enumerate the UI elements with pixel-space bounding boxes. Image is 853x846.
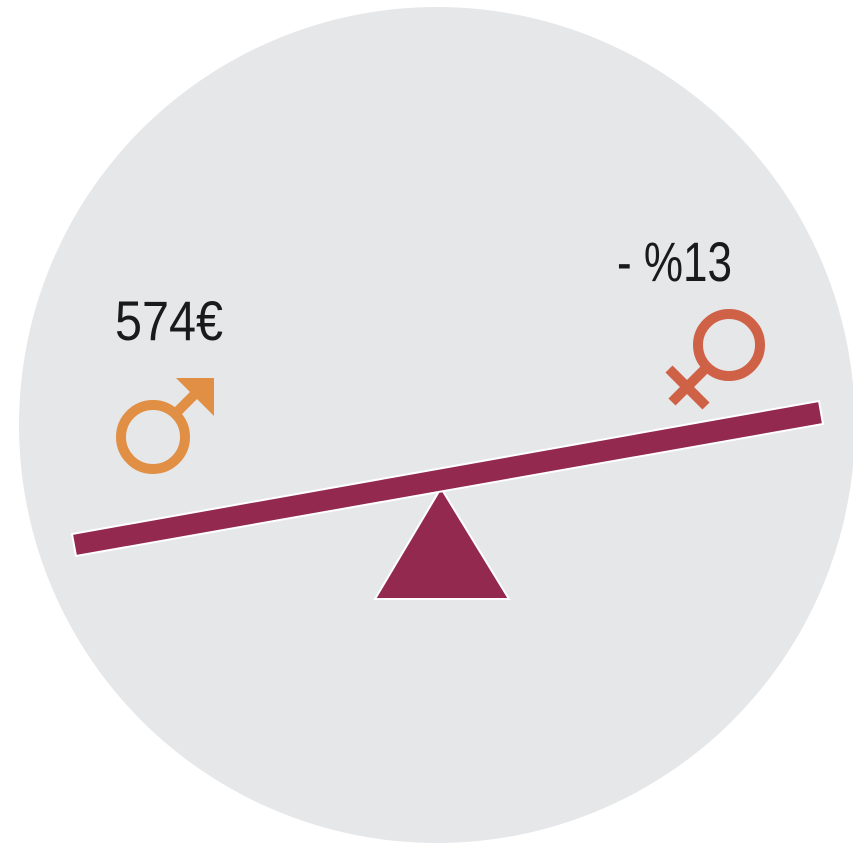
fulcrum bbox=[373, 486, 511, 600]
female-symbol bbox=[665, 309, 765, 410]
male-symbol bbox=[116, 378, 214, 474]
seesaw-beam bbox=[70, 399, 825, 558]
female-value: - %13 bbox=[617, 230, 732, 293]
male-circle bbox=[116, 400, 190, 474]
male-value: 574€ bbox=[115, 289, 223, 352]
female-circle bbox=[693, 309, 765, 381]
male-arrow-head bbox=[176, 378, 214, 416]
background-circle bbox=[19, 7, 853, 843]
female-cross bbox=[665, 365, 710, 410]
